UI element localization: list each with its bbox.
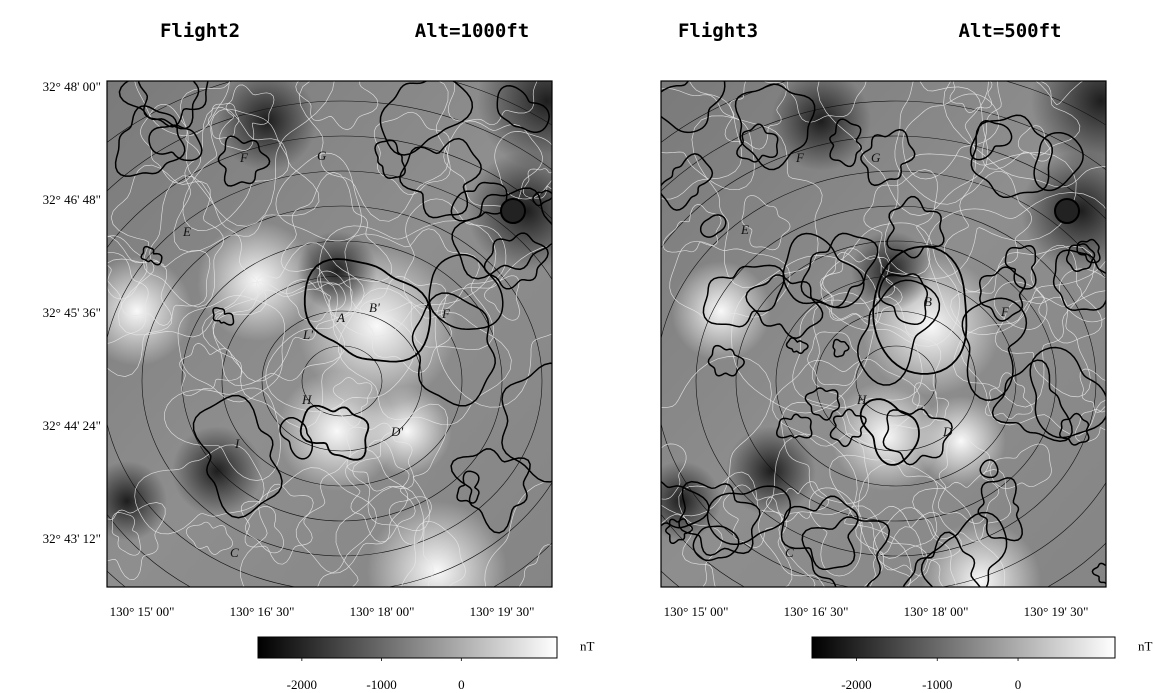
colorbar-unit: nT	[1138, 638, 1153, 653]
y-tick-label: 32° 46' 48"	[43, 192, 101, 207]
x-tick-label: 130° 19' 30"	[470, 604, 535, 619]
colorbar	[257, 636, 558, 659]
x-tick-label: 130° 18' 00"	[350, 604, 415, 619]
map-frame	[106, 80, 553, 588]
y-tick-label: 32° 44' 24"	[43, 418, 101, 433]
panel-title: Flight2	[160, 20, 240, 42]
colorbar	[811, 636, 1116, 659]
y-tick-label: 32° 48' 00"	[43, 79, 101, 94]
feature-label: C	[230, 545, 239, 560]
map-image	[107, 81, 552, 587]
colorbar-tick-label: 0	[458, 677, 465, 692]
panel-altitude: Alt=1000ft	[415, 20, 529, 42]
x-tick-label: 130° 15' 00"	[110, 604, 175, 619]
feature-label: B'	[369, 300, 380, 315]
feature-label: G	[871, 150, 881, 165]
feature-label: C	[785, 545, 794, 560]
x-tick-label: 130° 15' 00"	[664, 604, 729, 619]
feature-label: F	[239, 150, 249, 165]
panel-altitude: Alt=500ft	[959, 20, 1062, 42]
colorbar-tick-label: -2000	[841, 677, 871, 692]
feature-label: F	[441, 306, 451, 321]
x-tick-label: 130° 19' 30"	[1024, 604, 1089, 619]
feature-label: E	[740, 222, 749, 237]
panel-title: Flight3	[678, 20, 758, 42]
feature-label: H	[856, 392, 867, 407]
feature-label: D'	[390, 424, 403, 439]
feature-label: E	[182, 224, 191, 239]
feature-label: I	[234, 436, 240, 451]
feature-label: B	[924, 294, 932, 309]
feature-label: F	[1000, 304, 1010, 319]
feature-label: L'	[302, 327, 313, 342]
map-image	[661, 81, 1106, 587]
colorbar-tick-label: -1000	[922, 677, 952, 692]
map-panel: F G E A B' F L' H D' I C	[106, 80, 553, 588]
map-panel: F G E B F H D C	[660, 80, 1107, 588]
colorbar-tick-label: -1000	[366, 677, 396, 692]
colorbar-unit: nT	[580, 638, 595, 653]
feature-label: H	[301, 392, 312, 407]
feature-label: D	[942, 424, 953, 439]
y-tick-label: 32° 45' 36"	[43, 305, 101, 320]
x-tick-label: 130° 16' 30"	[230, 604, 295, 619]
y-tick-label: 32° 43' 12"	[43, 531, 101, 546]
colorbar-tick-label: 0	[1015, 677, 1022, 692]
feature-label: A	[336, 310, 345, 325]
x-tick-label: 130° 16' 30"	[784, 604, 849, 619]
map-frame	[660, 80, 1107, 588]
feature-label: F	[795, 150, 805, 165]
x-tick-label: 130° 18' 00"	[904, 604, 969, 619]
colorbar-tick-label: -2000	[287, 677, 317, 692]
feature-label: G	[317, 148, 327, 163]
